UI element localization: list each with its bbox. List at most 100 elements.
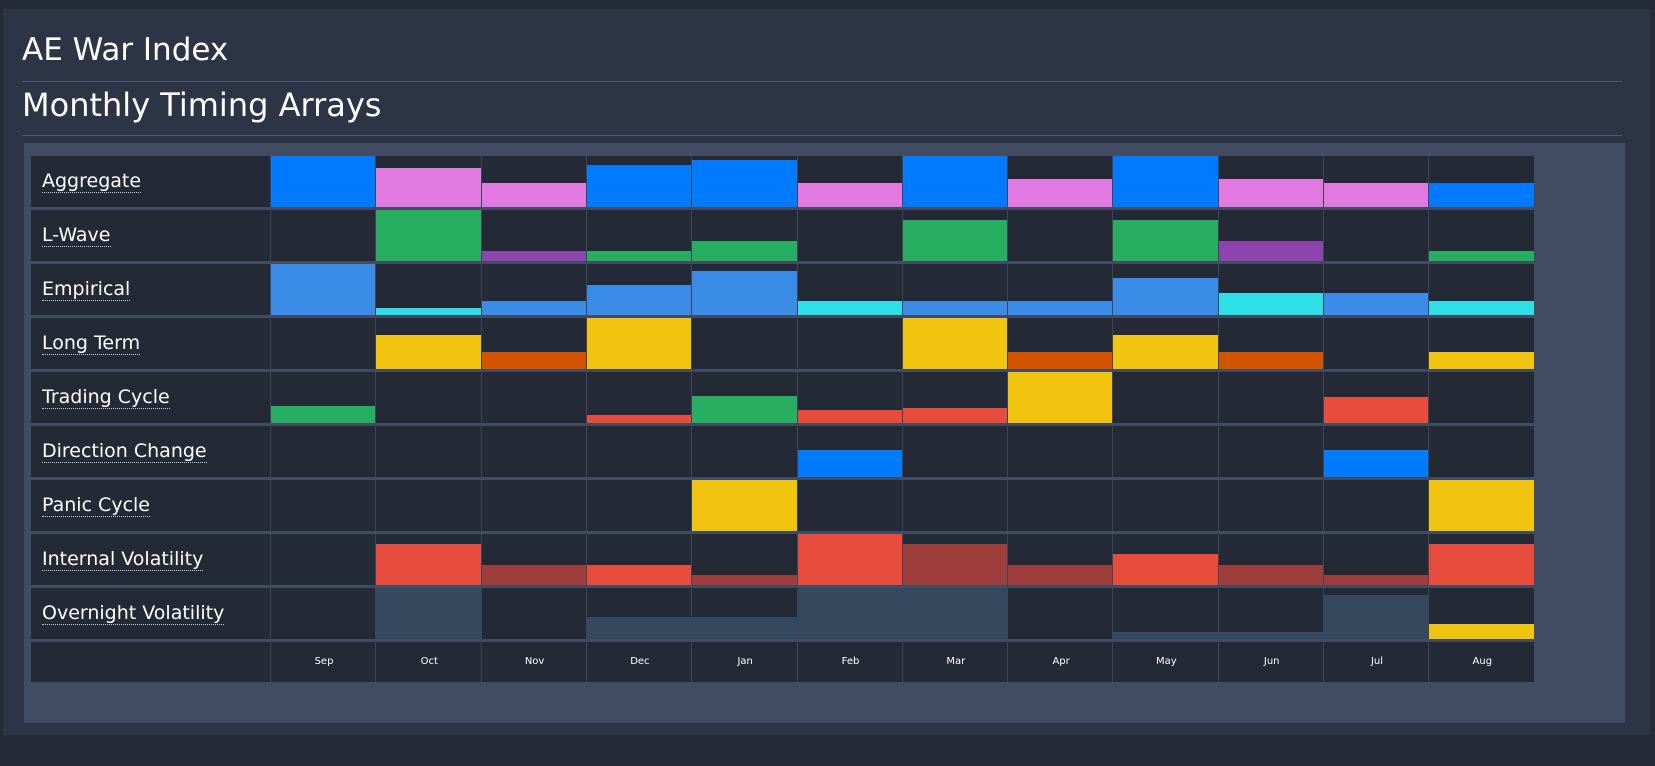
row-label-direction-change[interactable]: Direction Change	[42, 439, 207, 463]
bar-internal-volatility-feb[interactable]	[797, 534, 903, 585]
cell-direction-change-oct	[375, 426, 482, 477]
cell-internal-volatility-mar	[901, 534, 1008, 585]
cell-internal-volatility-oct	[375, 534, 482, 585]
cell-internal-volatility-jan	[691, 534, 798, 585]
bar-long-term-nov[interactable]	[481, 352, 587, 369]
row-label-trading-cycle[interactable]: Trading Cycle	[42, 385, 170, 409]
bar-l-wave-dec[interactable]	[586, 251, 692, 261]
bar-internal-volatility-jul[interactable]	[1324, 575, 1429, 585]
axis-cell-dec: Dec	[585, 642, 692, 682]
bar-internal-volatility-nov[interactable]	[481, 565, 587, 585]
bar-aggregate-aug[interactable]	[1429, 183, 1535, 207]
bar-overnight-volatility-feb[interactable]	[797, 588, 903, 639]
row-label-overnight-volatility[interactable]: Overnight Volatility	[42, 601, 225, 625]
bar-aggregate-oct[interactable]	[376, 168, 482, 207]
bar-trading-cycle-jul[interactable]	[1324, 397, 1429, 423]
cell-aggregate-feb	[796, 156, 903, 207]
bar-aggregate-mar[interactable]	[902, 156, 1008, 207]
bar-long-term-jun[interactable]	[1218, 352, 1324, 369]
bar-l-wave-oct[interactable]	[376, 210, 482, 261]
cell-aggregate-jun	[1217, 156, 1324, 207]
row-label-l-wave[interactable]: L-Wave	[42, 223, 111, 247]
row-label-long-term[interactable]: Long Term	[42, 331, 141, 355]
bar-empirical-dec[interactable]	[586, 285, 692, 315]
bar-panic-cycle-aug[interactable]	[1429, 480, 1535, 531]
cell-direction-change-dec	[585, 426, 692, 477]
bar-long-term-apr[interactable]	[1008, 352, 1114, 369]
bar-l-wave-jun[interactable]	[1218, 241, 1324, 261]
cell-internal-volatility-aug	[1428, 534, 1535, 585]
bar-empirical-mar[interactable]	[902, 301, 1008, 315]
bar-direction-change-feb[interactable]	[797, 450, 903, 477]
bar-direction-change-jul[interactable]	[1324, 450, 1429, 477]
bar-empirical-sep[interactable]	[271, 264, 376, 315]
bar-overnight-volatility-aug[interactable]	[1429, 624, 1535, 639]
bar-empirical-jun[interactable]	[1218, 293, 1324, 315]
bar-l-wave-mar[interactable]	[902, 220, 1008, 261]
bar-long-term-aug[interactable]	[1429, 352, 1535, 369]
row-label-panic-cycle[interactable]: Panic Cycle	[42, 493, 150, 517]
bar-trading-cycle-jan[interactable]	[692, 396, 798, 423]
bar-aggregate-dec[interactable]	[586, 165, 692, 207]
bar-internal-volatility-jun[interactable]	[1218, 565, 1324, 585]
cell-trading-cycle-jan	[691, 372, 798, 423]
cell-l-wave-jan	[691, 210, 798, 261]
bar-long-term-dec[interactable]	[586, 318, 692, 369]
row-label-cell-empirical: Empirical	[31, 264, 285, 315]
bar-empirical-feb[interactable]	[797, 301, 903, 315]
bar-aggregate-sep[interactable]	[271, 156, 376, 207]
bar-internal-volatility-may[interactable]	[1113, 554, 1219, 585]
bar-trading-cycle-feb[interactable]	[797, 410, 903, 423]
bar-empirical-nov[interactable]	[481, 301, 587, 315]
bar-internal-volatility-apr[interactable]	[1008, 565, 1114, 585]
bar-long-term-oct[interactable]	[376, 335, 482, 369]
bar-l-wave-may[interactable]	[1113, 220, 1219, 261]
bar-overnight-volatility-mar[interactable]	[902, 588, 1008, 639]
bar-empirical-jan[interactable]	[692, 271, 798, 315]
row-label-empirical[interactable]: Empirical	[42, 277, 131, 301]
bar-aggregate-jan[interactable]	[692, 160, 798, 207]
bar-trading-cycle-apr[interactable]	[1008, 372, 1114, 423]
row-label-internal-volatility[interactable]: Internal Volatility	[42, 547, 204, 571]
bar-trading-cycle-dec[interactable]	[586, 415, 692, 423]
bar-panic-cycle-jan[interactable]	[692, 480, 798, 531]
bar-aggregate-jul[interactable]	[1324, 183, 1429, 207]
bar-aggregate-apr[interactable]	[1008, 179, 1114, 207]
bar-trading-cycle-sep[interactable]	[271, 406, 376, 423]
bar-overnight-volatility-jul[interactable]	[1324, 595, 1429, 639]
bar-long-term-may[interactable]	[1113, 335, 1219, 369]
bar-trading-cycle-mar[interactable]	[902, 408, 1008, 423]
bar-aggregate-jun[interactable]	[1218, 179, 1324, 207]
bar-overnight-volatility-oct[interactable]	[376, 588, 482, 639]
bar-internal-volatility-dec[interactable]	[586, 565, 692, 585]
bar-overnight-volatility-dec[interactable]	[586, 617, 692, 639]
bar-empirical-oct[interactable]	[376, 308, 482, 315]
bar-aggregate-may[interactable]	[1113, 156, 1219, 207]
cell-long-term-nov	[480, 318, 587, 369]
bar-overnight-volatility-jun[interactable]	[1218, 632, 1324, 639]
month-label-jun: Jun	[1263, 656, 1280, 667]
bar-aggregate-nov[interactable]	[481, 183, 587, 207]
row-label-aggregate[interactable]: Aggregate	[42, 169, 142, 193]
bar-internal-volatility-jan[interactable]	[692, 575, 798, 585]
cell-panic-cycle-mar	[901, 480, 1008, 531]
bar-empirical-may[interactable]	[1113, 278, 1219, 315]
bar-internal-volatility-aug[interactable]	[1429, 544, 1535, 585]
bar-internal-volatility-oct[interactable]	[376, 544, 482, 585]
month-label-may: May	[1156, 656, 1177, 667]
bar-long-term-mar[interactable]	[902, 318, 1008, 369]
bar-empirical-aug[interactable]	[1429, 301, 1535, 315]
bar-empirical-apr[interactable]	[1008, 301, 1114, 315]
cell-l-wave-dec	[585, 210, 692, 261]
bar-l-wave-jan[interactable]	[692, 241, 798, 261]
bar-overnight-volatility-may[interactable]	[1113, 632, 1219, 639]
bar-empirical-jul[interactable]	[1324, 293, 1429, 315]
cell-trading-cycle-sep	[270, 372, 376, 423]
cell-long-term-apr	[1007, 318, 1114, 369]
bar-aggregate-feb[interactable]	[797, 183, 903, 207]
bar-internal-volatility-mar[interactable]	[902, 544, 1008, 585]
bar-l-wave-aug[interactable]	[1429, 251, 1535, 261]
bar-l-wave-nov[interactable]	[481, 251, 587, 261]
bar-overnight-volatility-jan[interactable]	[692, 617, 798, 639]
cell-trading-cycle-mar	[901, 372, 1008, 423]
